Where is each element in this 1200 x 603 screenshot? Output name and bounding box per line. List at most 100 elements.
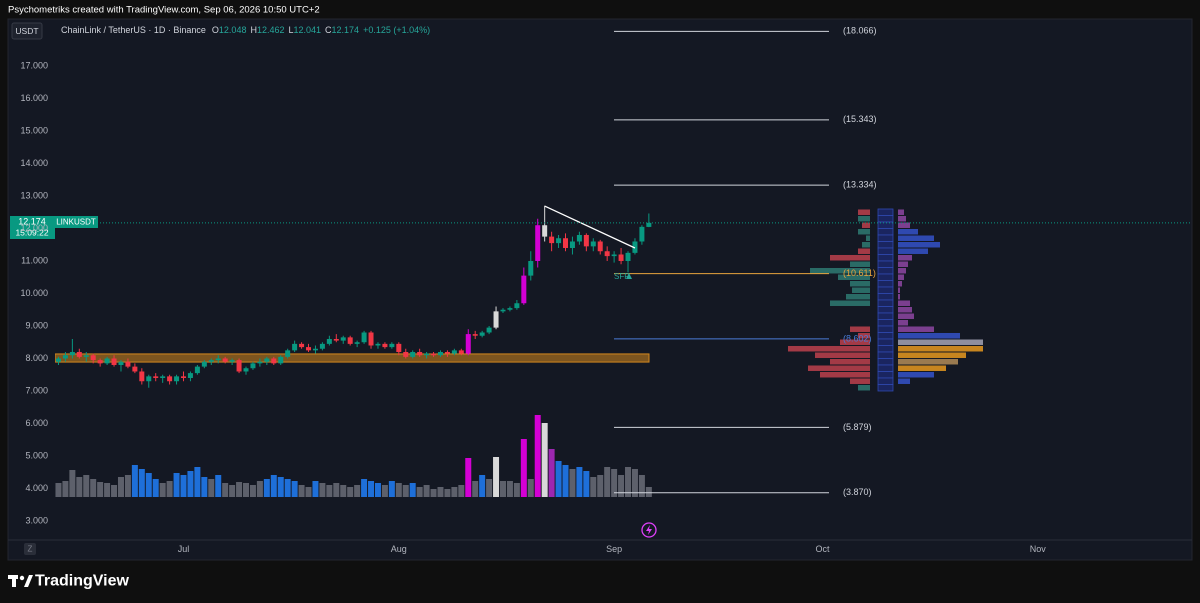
volume-bar [437,487,444,497]
volume-bar [55,483,62,497]
zone [55,353,650,363]
profile-right-bar [898,371,934,378]
candle-body [458,350,464,354]
profile-left-bar [820,371,870,378]
volume-bar [104,483,111,497]
profile-cell [877,254,894,262]
volume-bar [638,475,645,497]
profile-cell [877,293,894,301]
volume-bar [138,469,145,497]
candle-body [604,251,610,257]
candle-body [333,338,339,341]
profile-right-bar [898,287,900,293]
volume-bar [520,439,527,497]
currency-button[interactable] [11,22,43,40]
trendline [544,205,636,249]
profile-cell [877,384,894,392]
candle-body [444,351,450,354]
profile-right-bar [898,313,914,319]
last-price: 12.174 [18,216,46,226]
candle-body [354,342,360,344]
level-label: (18.066) [843,26,877,36]
x-tick-label: Jul [178,544,190,554]
x-tick-label: Sep [606,544,622,554]
candle-body [417,351,423,356]
volume-bar [631,469,638,497]
candle-body [403,351,409,357]
volume-bar [229,485,236,497]
timezone-button[interactable] [24,543,36,555]
profile-right-bar [898,306,912,313]
candle-body [250,363,256,369]
event-bolt [646,525,652,535]
profile-cell [877,260,894,268]
profile-right-bar [898,254,912,261]
candle-body [62,355,68,359]
candle-body [410,351,416,357]
volume-bar [111,485,118,497]
level-label: (13.334) [843,180,877,190]
volume-bar [347,487,354,497]
candle-body [368,332,374,346]
y-tick-label: 10.000 [20,288,48,298]
candle-body [278,356,284,364]
volume-bar [298,485,305,497]
profile-right-bar [898,235,934,241]
profile-cell [877,299,894,307]
ohlc-key: H [250,25,257,35]
volume-bar [166,481,173,497]
top-bar: Psychometriks created with TradingView.c… [8,5,320,16]
y-tick-label: 8.000 [25,353,48,363]
volume-bar [645,487,652,497]
currency-label[interactable]: USDT [15,26,38,36]
volume-bar [409,483,416,497]
profile-right-bar [898,358,958,365]
profile-right-bar [898,378,910,384]
x-tick-label: Oct [815,544,830,554]
volume-bar [493,457,500,497]
volume-bar [124,475,131,497]
candle-body [104,358,110,364]
volume-bar [291,481,298,497]
level-label: (5.879) [843,422,872,432]
event-icon[interactable] [641,522,657,538]
candle-body [243,368,249,372]
timezone-label[interactable]: Z [28,545,33,554]
volume-bar [625,467,632,497]
volume-bar [131,465,138,497]
profile-left-bar [850,280,870,287]
candle-body [479,332,485,336]
y-tick-label: 14.000 [20,158,48,168]
candle-body [542,225,548,237]
profile-cell [877,306,894,314]
candle-body [347,337,353,344]
profile-cell [877,338,894,346]
y-tick-label: 17.000 [20,60,48,70]
candle-body [590,241,596,247]
volume-bar [472,481,479,497]
sfp-label: SFP [614,272,630,281]
volume-bar [97,482,104,497]
volume-bar [618,475,625,497]
candle-body [597,241,603,252]
volume-bar [69,470,76,497]
volume-bar [486,479,493,497]
x-tick-label: Nov [1030,544,1047,554]
candle-body [180,376,186,378]
volume-bar [173,473,180,497]
profile-left-bar [846,293,870,300]
volume-bar [381,485,388,497]
level-label: (8.602) [843,333,872,343]
candle-body [319,343,325,349]
candle-body [611,254,617,257]
volume-bar [326,485,333,497]
volume-bar [312,481,319,497]
ohlc-value: 12.048 [219,25,247,35]
countdown: 15:09:22 [15,227,48,237]
profile-cell [877,332,894,340]
candle-body [306,347,312,351]
profile-right-bar [898,352,966,358]
x-tick-label: Aug [391,544,407,554]
volume-bar [611,469,618,497]
